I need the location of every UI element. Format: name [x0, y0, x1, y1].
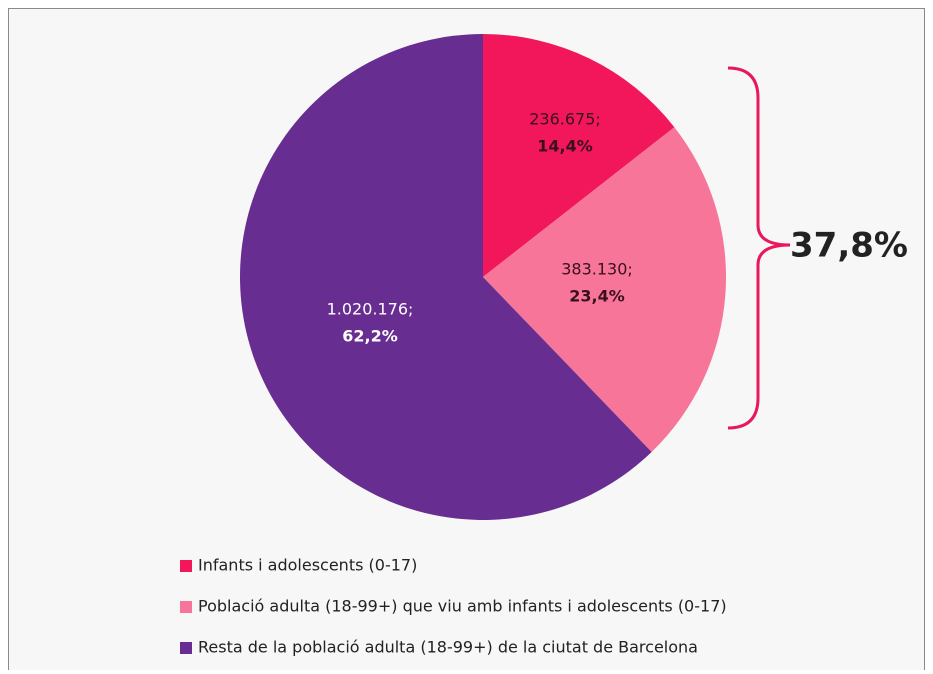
annotation: 37,8%: [790, 226, 908, 266]
legend-label: Infants i adolescents (0-17): [198, 556, 417, 575]
legend-label: Resta de la població adulta (18-99+) de …: [198, 638, 698, 657]
percentage-label: 62,2%: [342, 327, 398, 346]
bracket: [727, 66, 791, 430]
value-label: 236.675;: [529, 110, 601, 129]
percentage-label: 14,4%: [537, 137, 593, 156]
percentage-label: 23,4%: [569, 287, 625, 306]
pie-slice: [239, 34, 652, 520]
value-label: 1.020.176;: [327, 300, 414, 319]
pie-slice: [483, 34, 675, 277]
legend-swatch: [180, 560, 192, 572]
legend-swatch: [180, 642, 192, 654]
value-label: 383.130;: [561, 260, 633, 279]
legend-label: Població adulta (18-99+) que viu amb inf…: [198, 597, 727, 616]
legend-swatch: [180, 601, 192, 613]
pie-slice: [483, 127, 726, 452]
